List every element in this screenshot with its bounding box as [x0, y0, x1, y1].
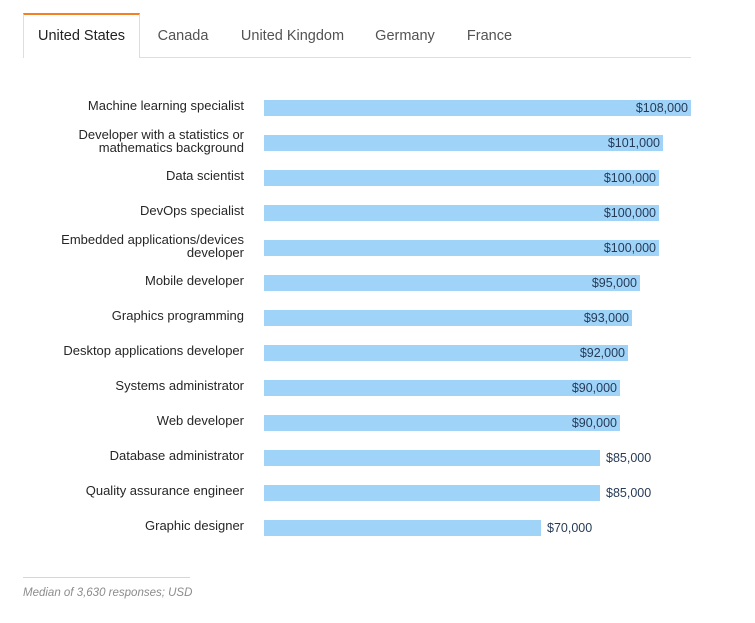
bar-value-label: $93,000 — [583, 311, 629, 325]
salary-bar — [264, 205, 659, 221]
tab-france[interactable]: France — [466, 28, 513, 44]
bar-value-label: $92,000 — [579, 346, 625, 360]
salary-bar — [264, 310, 632, 326]
salary-bar — [264, 520, 541, 536]
salary-bar — [264, 275, 640, 291]
tab-united-states[interactable]: United States — [23, 13, 140, 58]
bar-value-label: $90,000 — [571, 381, 617, 395]
bar-label: Embedded applications/devices developer — [61, 232, 244, 260]
bar-label: DevOps specialist — [139, 203, 244, 218]
bar-label: Graphic designer — [145, 518, 244, 533]
bar-value-label: $101,000 — [607, 136, 660, 150]
tab-germany[interactable]: Germany — [375, 28, 435, 44]
salary-bar — [264, 240, 659, 256]
salary-bar — [264, 450, 600, 466]
country-tabs: United States Canada United Kingdom Germany… — [23, 13, 691, 58]
salary-bar — [264, 415, 620, 431]
salary-bar — [264, 380, 620, 396]
bar-label: Mobile developer — [144, 273, 244, 288]
bar-value-label: $100,000 — [603, 206, 656, 220]
bar-label: Systems administrator — [115, 378, 244, 393]
bar-value-label: $90,000 — [571, 416, 617, 430]
bar-label: Developer with a statistics or mathemati… — [78, 127, 244, 155]
bar-label: Desktop applications developer — [63, 343, 244, 358]
bar-label: Data scientist — [165, 168, 244, 183]
bar-label: Quality assurance engineer — [85, 483, 244, 498]
bar-value-label: $85,000 — [606, 486, 652, 500]
bar-label: Web developer — [156, 413, 244, 428]
salary-bar — [264, 170, 659, 186]
bar-value-label: $85,000 — [606, 451, 652, 465]
bar-value-label: $100,000 — [603, 171, 656, 185]
tab-canada[interactable]: Canada — [157, 28, 209, 44]
footnote: Median of 3,630 responses; USD — [23, 587, 193, 599]
bar-value-label: $70,000 — [547, 521, 593, 535]
bar-label: Database administrator — [109, 448, 244, 463]
bar-value-label: $108,000 — [635, 101, 688, 115]
salary-bar — [264, 485, 600, 501]
salary-bar — [264, 100, 691, 116]
salary-bar — [264, 135, 663, 151]
footnote-divider — [23, 577, 190, 578]
salary-bar — [264, 345, 628, 361]
tab-united-kingdom[interactable]: United Kingdom — [240, 28, 345, 44]
bar-label: Machine learning specialist — [87, 98, 244, 113]
bar-label: Graphics programming — [111, 308, 244, 323]
bar-value-label: $95,000 — [591, 276, 637, 290]
bar-value-label: $100,000 — [603, 241, 656, 255]
